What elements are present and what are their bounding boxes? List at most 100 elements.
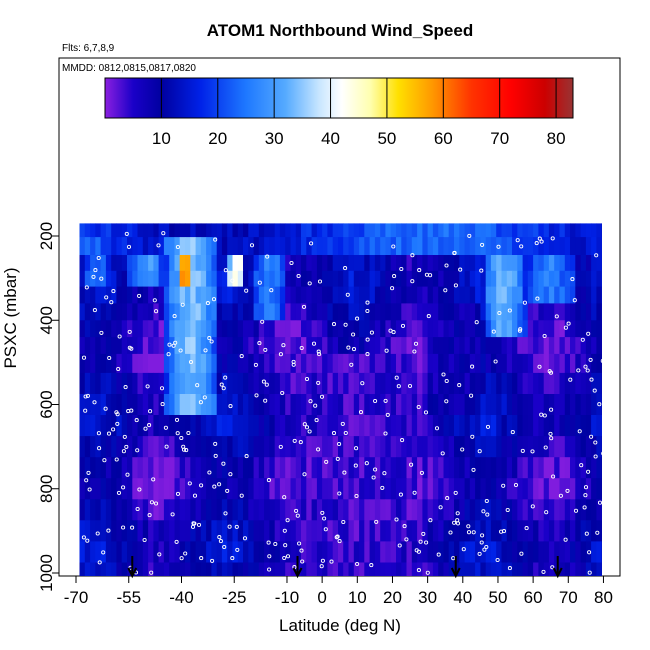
heatmap-cell — [364, 255, 370, 272]
observation-point — [400, 438, 405, 443]
heatmap-cell — [206, 415, 212, 437]
heatmap-cell — [443, 541, 450, 563]
heatmap-cell — [311, 499, 318, 521]
heatmap-cell — [517, 394, 523, 416]
heatmap-cell — [200, 372, 207, 395]
heatmap-cell — [422, 320, 429, 338]
heatmap-cell — [485, 303, 492, 321]
observation-point — [211, 297, 217, 302]
heatmap-cell — [527, 286, 534, 304]
colorbar-tick-label: 30 — [265, 129, 284, 148]
heatmap-cell — [374, 394, 381, 416]
heatmap-cell — [105, 394, 112, 416]
heatmap-cell — [559, 286, 566, 304]
heatmap-cell — [475, 223, 481, 238]
heatmap-cell — [100, 223, 107, 238]
observation-point — [331, 431, 337, 436]
observation-point — [254, 393, 259, 398]
heatmap-cell — [116, 415, 123, 437]
heatmap-cell — [306, 286, 312, 304]
heatmap-cell — [390, 372, 397, 395]
heatmap-cell — [79, 255, 86, 272]
observation-point — [365, 308, 370, 314]
heatmap-cell — [248, 457, 254, 479]
observation-point — [566, 321, 571, 326]
heatmap-cell — [169, 499, 175, 521]
heatmap-cell — [316, 270, 323, 287]
heatmap-cell — [438, 270, 444, 287]
heatmap-cell — [543, 478, 550, 500]
heatmap-cell — [432, 436, 439, 458]
heatmap-cell — [353, 255, 360, 272]
heatmap-cell — [269, 303, 276, 321]
heatmap-cell — [216, 286, 223, 304]
heatmap-cell — [501, 457, 508, 479]
heatmap-cell — [506, 520, 513, 542]
observation-point — [221, 386, 226, 391]
heatmap-cell — [490, 337, 497, 355]
observation-point — [93, 268, 98, 273]
heatmap-cell — [475, 415, 481, 437]
heatmap-cell — [179, 255, 186, 272]
heatmap-cell — [311, 223, 318, 238]
heatmap-cell — [385, 353, 392, 374]
heatmap-cell — [390, 353, 397, 374]
heatmap-cell — [427, 303, 434, 321]
heatmap-cell — [306, 499, 312, 521]
heatmap-cell — [475, 237, 481, 256]
heatmap-cell — [385, 436, 392, 458]
heatmap-cell — [575, 303, 581, 321]
heatmap-cell — [496, 372, 502, 395]
observation-point — [477, 551, 482, 556]
heatmap-cell — [253, 286, 260, 304]
heatmap-cell — [591, 255, 597, 272]
heatmap-cell — [179, 457, 186, 479]
heatmap-cell — [237, 237, 244, 256]
colorbar-tick-label: 50 — [377, 129, 396, 148]
observation-point — [365, 352, 370, 357]
heatmap-cell — [332, 303, 339, 321]
heatmap-cell — [174, 478, 181, 500]
heatmap-cell — [285, 353, 291, 374]
heatmap-cell — [443, 478, 450, 500]
heatmap-cell — [369, 286, 376, 304]
heatmap-cell — [169, 255, 175, 272]
heatmap-cell — [448, 270, 455, 287]
heatmap-cell — [438, 415, 444, 437]
heatmap-cell — [390, 499, 397, 521]
heatmap-cell — [417, 286, 423, 304]
heatmap-cell — [580, 415, 587, 437]
observation-point — [205, 301, 210, 306]
heatmap-cell — [459, 436, 465, 458]
observation-point — [219, 382, 224, 387]
heatmap-cell — [411, 320, 418, 338]
heatmap-cell — [148, 394, 154, 416]
observation-point — [355, 561, 360, 567]
heatmap-cell — [538, 457, 545, 479]
heatmap-cell — [195, 303, 202, 321]
heatmap-cell — [174, 255, 181, 272]
heatmap-cell — [527, 562, 534, 576]
heatmap-cell — [105, 237, 112, 256]
heatmap-cell — [401, 286, 407, 304]
heatmap-cell — [385, 499, 392, 521]
observation-point — [152, 298, 157, 303]
observation-point — [460, 447, 465, 452]
heatmap-cell — [190, 255, 196, 272]
heatmap-cell — [485, 255, 492, 272]
heatmap-cell — [295, 320, 302, 338]
observation-point — [99, 330, 104, 335]
heatmap-cell — [174, 320, 181, 338]
heatmap-cell — [322, 270, 328, 287]
observation-point — [145, 384, 150, 389]
observation-point — [217, 482, 222, 487]
observation-point — [109, 300, 114, 305]
heatmap-cell — [327, 270, 334, 287]
observation-point — [592, 388, 597, 393]
observation-point — [282, 555, 287, 561]
heatmap-cell — [269, 415, 276, 437]
observation-point — [413, 341, 419, 346]
heatmap-cell — [364, 478, 370, 500]
heatmap-cell — [174, 223, 181, 238]
heatmap-cell — [95, 255, 101, 272]
